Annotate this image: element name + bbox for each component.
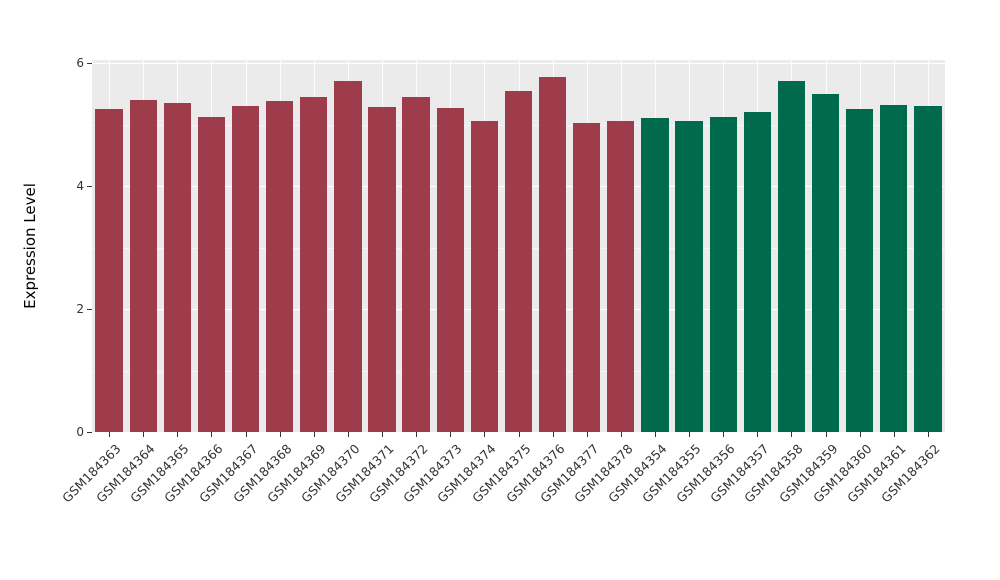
x-tick-mark [313, 432, 315, 437]
x-tick-mark [109, 432, 111, 437]
x-tick-mark [689, 432, 691, 437]
x-tick-mark [382, 432, 384, 437]
x-tick-mark [347, 432, 349, 437]
bar-GSM184368 [266, 101, 294, 432]
bar-GSM184367 [231, 106, 260, 432]
bar-GSM184377 [573, 123, 601, 432]
y-tick-label: 4 [76, 179, 84, 193]
bar-GSM184372 [402, 96, 430, 432]
bar-GSM184371 [368, 107, 396, 432]
bar-GSM184375 [504, 90, 533, 432]
bar-GSM184370 [334, 81, 362, 432]
bar-GSM184374 [470, 121, 498, 432]
x-tick-mark [859, 432, 861, 437]
bar-GSM184355 [675, 121, 703, 432]
x-tick-mark [825, 432, 827, 437]
bar-GSM184364 [129, 99, 157, 432]
x-tick-mark [177, 432, 179, 437]
bar-GSM184366 [197, 117, 226, 432]
x-tick-mark [893, 432, 895, 437]
y-tick-mark [87, 186, 92, 187]
bar-GSM184378 [607, 121, 635, 432]
bar-GSM184365 [163, 102, 191, 432]
bar-GSM184362 [914, 106, 942, 432]
x-tick-mark [245, 432, 247, 437]
x-tick-mark [211, 432, 213, 437]
bar-GSM184363 [95, 109, 123, 432]
x-tick-mark [791, 432, 793, 437]
x-tick-mark [416, 432, 418, 437]
y-axis-title: Expression Level [21, 183, 39, 309]
y-tick-mark [87, 309, 92, 310]
x-tick-mark [654, 432, 656, 437]
y-tick-label: 6 [76, 56, 84, 70]
plot-panel [92, 60, 945, 433]
bar-GSM184376 [538, 76, 567, 432]
bar-GSM184373 [436, 107, 464, 432]
x-tick-mark [586, 432, 588, 437]
bar-GSM184361 [880, 104, 908, 432]
bar-GSM184359 [811, 93, 840, 432]
x-tick-mark [620, 432, 622, 437]
x-tick-mark [484, 432, 486, 437]
x-tick-mark [279, 432, 281, 437]
y-tick-label: 0 [76, 425, 84, 439]
x-tick-mark [757, 432, 759, 437]
x-tick-mark [723, 432, 725, 437]
y-tick-mark [87, 63, 92, 64]
bar-GSM184354 [641, 118, 669, 432]
y-tick-mark [87, 432, 92, 433]
bar-GSM184357 [743, 112, 771, 432]
bar-GSM184360 [846, 109, 874, 432]
x-tick-mark [927, 432, 929, 437]
x-tick-mark [552, 432, 554, 437]
y-tick-label: 2 [76, 302, 84, 316]
x-tick-mark [518, 432, 520, 437]
x-tick-mark [450, 432, 452, 437]
bar-GSM184369 [300, 96, 328, 432]
bar-GSM184358 [777, 81, 806, 432]
x-tick-mark [143, 432, 145, 437]
bar-GSM184356 [709, 117, 737, 432]
